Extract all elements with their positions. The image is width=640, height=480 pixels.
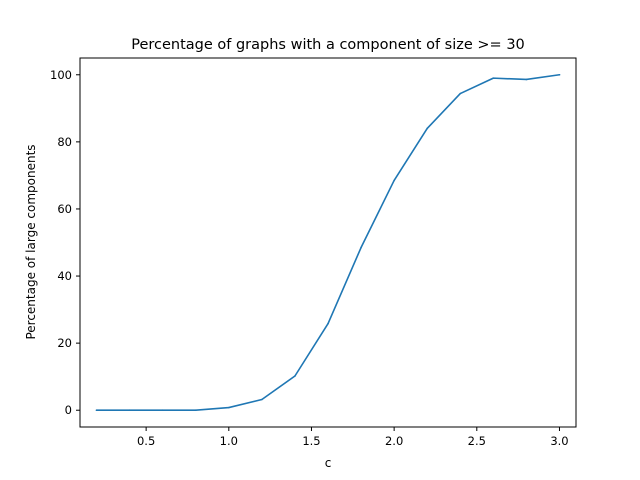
y-tick-label: 20 (57, 336, 72, 350)
data-point (194, 409, 197, 412)
x-tick-label: 2.5 (468, 434, 486, 448)
y-axis-label: Percentage of large components (24, 144, 38, 339)
x-tick-label: 2.0 (385, 434, 403, 448)
data-point (492, 77, 495, 79)
data-point (558, 73, 561, 76)
x-tick-label: 0.5 (137, 434, 155, 448)
x-tick-label: 1.5 (302, 434, 320, 448)
y-tick-label: 100 (50, 68, 72, 82)
chart-title: Percentage of graphs with a component of… (131, 37, 525, 53)
data-point (426, 127, 429, 130)
data-point (261, 398, 263, 401)
data-point (95, 409, 98, 412)
y-tick-label: 40 (57, 269, 72, 283)
x-axis-label: c (325, 456, 332, 470)
y-axis: 0 20 40 60 80 100 (50, 68, 80, 417)
x-axis: 0.5 1.0 1.5 2.0 2.5 3.0 (137, 427, 569, 448)
x-tick-label: 1.0 (220, 434, 238, 448)
y-tick-label: 0 (65, 403, 72, 417)
data-point (525, 78, 528, 81)
plot-frame (79, 57, 577, 428)
series-line-0 (95, 73, 561, 412)
data-point (161, 409, 164, 412)
data-point (128, 409, 131, 412)
plot-area (95, 73, 561, 412)
data-point (360, 246, 362, 249)
data-point (459, 92, 462, 95)
y-tick-label: 80 (57, 135, 72, 149)
data-point (327, 322, 329, 325)
data-point (393, 179, 395, 182)
data-point (294, 375, 296, 377)
x-tick-label: 3.0 (550, 434, 568, 448)
data-point (228, 406, 230, 409)
y-tick-label: 60 (57, 202, 72, 216)
